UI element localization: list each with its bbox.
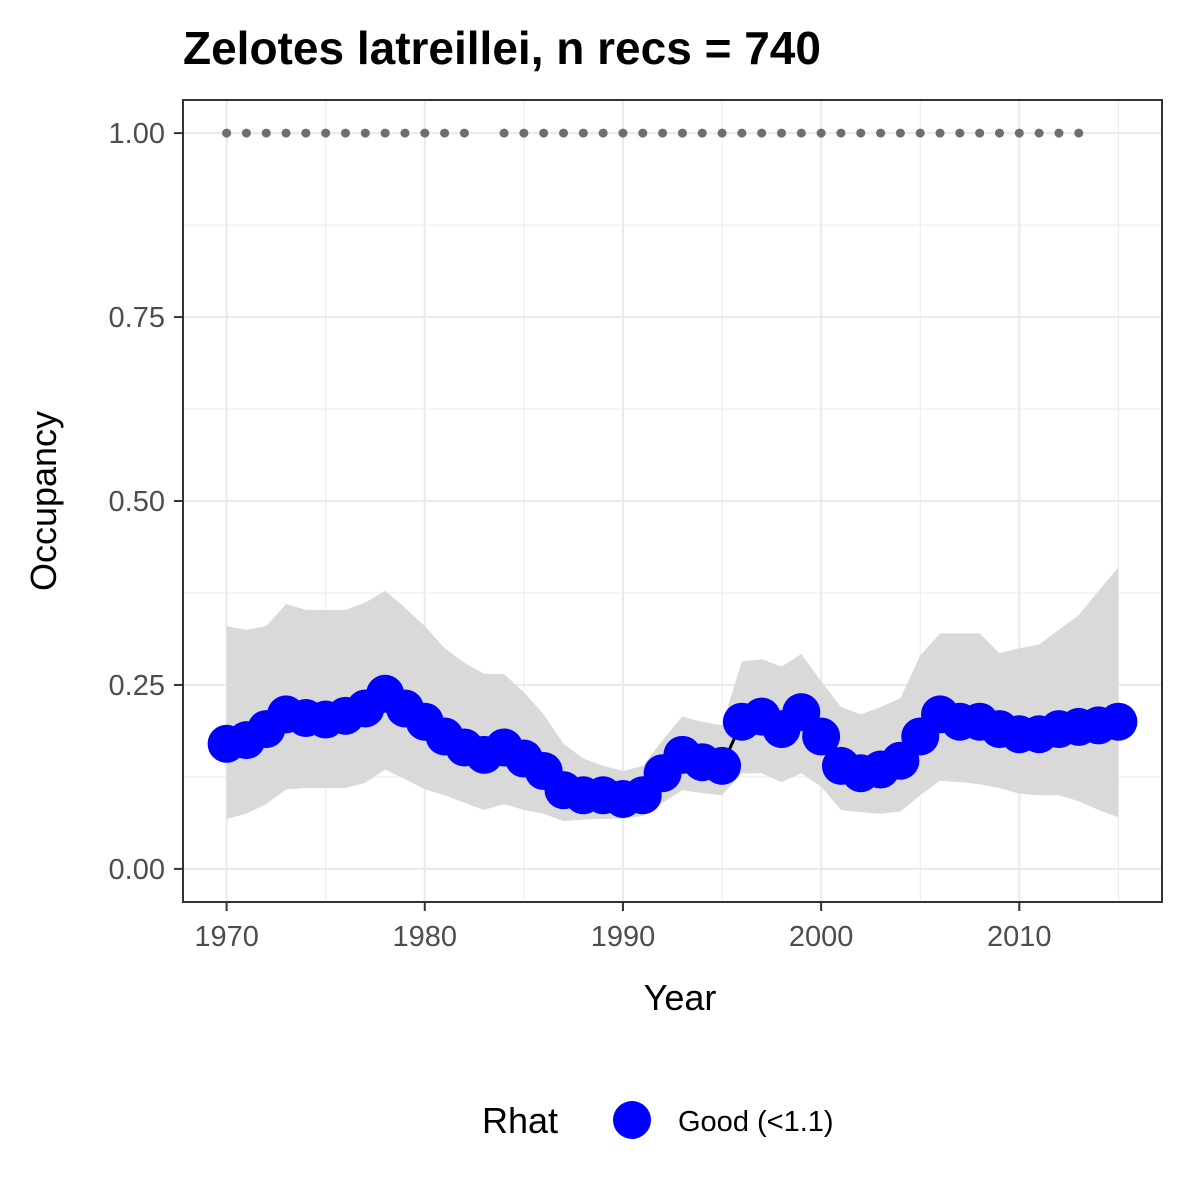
x-tick-label: 1970 — [194, 921, 259, 953]
data-year-dot — [459, 128, 469, 138]
data-year-dot — [559, 128, 569, 138]
data-year-dot — [915, 128, 925, 138]
y-tick-label: 0.50 — [109, 486, 165, 518]
data-year-dot — [420, 128, 430, 138]
data-year-dot — [836, 128, 846, 138]
data-year-dot — [677, 128, 687, 138]
data-year-dot — [856, 128, 866, 138]
data-year-dot — [281, 128, 291, 138]
data-year-dot — [975, 128, 985, 138]
data-year-dot — [876, 128, 886, 138]
data-year-dot — [816, 128, 826, 138]
legend: Rhat Good (<1.1) — [482, 1100, 834, 1141]
data-year-dot — [796, 128, 806, 138]
data-year-dot — [440, 128, 450, 138]
y-tick-label: 0.25 — [109, 670, 165, 702]
y-tick-label: 1.00 — [109, 118, 165, 150]
data-year-dot — [539, 128, 549, 138]
data-year-dot — [1054, 128, 1064, 138]
data-year-dot — [1074, 128, 1084, 138]
x-axis-title: Year — [644, 977, 717, 1018]
data-year-dot — [994, 128, 1004, 138]
trend-points-layer — [207, 674, 1138, 818]
data-year-dot — [895, 128, 905, 138]
x-tick-label: 2010 — [987, 921, 1052, 953]
data-year-dot — [776, 128, 786, 138]
data-year-dot — [658, 128, 668, 138]
data-year-dot — [935, 128, 945, 138]
data-year-dot — [638, 128, 648, 138]
data-year-dot — [578, 128, 588, 138]
chart-title: Zelotes latreillei, n recs = 740 — [183, 22, 821, 74]
data-year-dot — [241, 128, 251, 138]
data-year-dot — [341, 128, 351, 138]
x-tick-label: 1990 — [591, 921, 656, 953]
data-year-dot — [955, 128, 965, 138]
data-year-dot — [737, 128, 747, 138]
y-axis: 0.00 0.25 0.50 0.75 1.00 — [109, 118, 183, 886]
x-axis: 1970 1980 1990 2000 2010 — [194, 902, 1052, 953]
trend-point — [802, 717, 841, 756]
data-year-dot — [519, 128, 529, 138]
x-tick-label: 2000 — [789, 921, 854, 953]
data-year-dot — [1014, 128, 1024, 138]
y-axis-title: Occupancy — [23, 411, 64, 591]
y-tick-label: 0.00 — [109, 854, 165, 886]
data-year-dot — [301, 128, 311, 138]
trend-point — [1099, 702, 1138, 741]
data-year-dot — [380, 128, 390, 138]
data-years-layer — [222, 128, 1084, 138]
data-year-dot — [1034, 128, 1044, 138]
data-year-dot — [360, 128, 370, 138]
data-year-dot — [321, 128, 331, 138]
data-year-dot — [400, 128, 410, 138]
legend-key-good — [613, 1101, 651, 1139]
x-tick-label: 1980 — [393, 921, 458, 953]
data-year-dot — [697, 128, 707, 138]
data-year-dot — [618, 128, 628, 138]
y-tick-label: 0.75 — [109, 302, 165, 334]
trend-point — [703, 746, 742, 785]
data-year-dot — [499, 128, 509, 138]
data-year-dot — [261, 128, 271, 138]
data-year-dot — [717, 128, 727, 138]
data-year-dot — [757, 128, 767, 138]
legend-label-good: Good (<1.1) — [678, 1106, 834, 1138]
legend-title: Rhat — [482, 1100, 558, 1141]
data-year-dot — [222, 128, 232, 138]
data-year-dot — [598, 128, 608, 138]
